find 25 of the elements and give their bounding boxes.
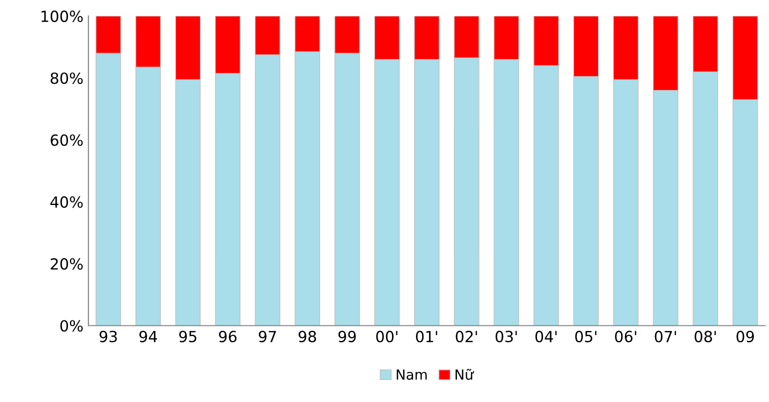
x-tick-label: 93 <box>100 330 117 342</box>
y-tick-label: 100% <box>42 10 83 22</box>
x-tick-label: 03' <box>496 330 517 342</box>
x-tick-label: 09 <box>736 330 754 342</box>
x-tick-label: 95 <box>179 330 196 342</box>
y-tick-label: 0% <box>60 320 83 332</box>
x-tick-label: 05' <box>575 330 596 342</box>
x-tick-label: 08' <box>694 330 716 342</box>
x-tick-label: 99 <box>338 330 356 342</box>
x-tick-label: 98 <box>298 330 316 342</box>
x-tick-label: 00' <box>376 330 398 342</box>
x-tick-label: 01' <box>416 330 438 342</box>
y-tick-label: 60% <box>50 134 83 146</box>
x-tick-label: 04' <box>535 330 557 342</box>
x-tick-label: 96 <box>219 330 237 342</box>
x-tick-label: 02' <box>456 330 477 342</box>
legend-label: Nữ <box>456 368 474 380</box>
legend-label: Nam <box>396 370 427 380</box>
x-tick-label: 06' <box>615 330 636 342</box>
x-tick-label: 97 <box>258 330 276 342</box>
x-tick-label: 07' <box>654 330 676 342</box>
y-tick-label: 20% <box>50 258 83 270</box>
y-tick-label: 40% <box>50 196 83 208</box>
y-tick-label: 80% <box>50 72 83 84</box>
x-tick-label: 94 <box>139 330 158 342</box>
